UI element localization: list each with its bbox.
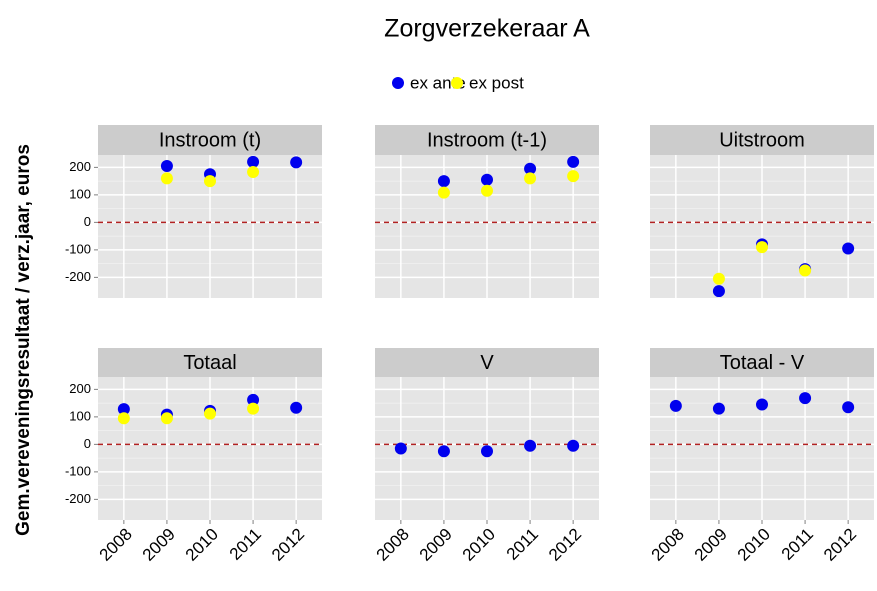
data-point — [842, 401, 855, 414]
data-point — [160, 172, 173, 185]
x-tick-label: 2012 — [268, 525, 308, 565]
data-point — [247, 166, 260, 179]
data-point — [756, 241, 768, 254]
y-tick-label: -200 — [65, 269, 91, 284]
data-point — [524, 439, 537, 452]
x-tick-label: 2010 — [182, 525, 222, 565]
data-point — [160, 412, 173, 425]
data-point — [247, 393, 260, 406]
data-point — [567, 439, 580, 452]
x-tick-label: 2012 — [820, 525, 860, 565]
data-point — [437, 445, 450, 458]
facet-title: Instroom (t-1) — [427, 129, 547, 151]
data-point — [712, 402, 725, 415]
facet-title: Instroom (t) — [159, 129, 261, 151]
x-tick-label: 2008 — [648, 525, 688, 565]
x-tick-label: 2011 — [778, 525, 817, 564]
data-point — [712, 285, 725, 298]
x-tick-label: 2008 — [96, 525, 136, 565]
data-point — [117, 412, 130, 425]
legend-label: ex post — [469, 73, 524, 92]
x-tick-label: 2010 — [734, 525, 774, 565]
strip — [650, 348, 874, 377]
y-tick-label: 200 — [69, 159, 91, 174]
x-tick-label: 2011 — [503, 525, 542, 564]
x-tick-label: 2010 — [459, 525, 499, 565]
data-point — [160, 160, 173, 172]
legend-label: ex ante — [410, 73, 466, 92]
data-point — [204, 175, 216, 188]
data-point — [117, 403, 130, 416]
strip — [650, 125, 874, 155]
y-tick-label: 0 — [84, 214, 91, 229]
data-point — [567, 170, 580, 183]
y-tick-label: 100 — [69, 408, 91, 423]
data-point — [437, 175, 450, 188]
data-point — [481, 184, 493, 197]
x-tick-label: 2009 — [139, 525, 179, 565]
data-point — [524, 172, 537, 185]
strip — [375, 125, 599, 155]
y-tick-label: -100 — [65, 241, 91, 256]
data-point — [524, 162, 537, 175]
y-tick-label: 200 — [69, 381, 91, 396]
data-point — [394, 442, 407, 455]
data-point — [290, 401, 303, 414]
y-tick-label: -200 — [65, 491, 91, 506]
data-point — [290, 156, 303, 169]
strip — [98, 125, 322, 155]
y-tick-label: 100 — [69, 186, 91, 201]
data-point — [481, 445, 493, 458]
data-point — [842, 242, 855, 255]
chart-title: Zorgverzekeraar A — [384, 15, 590, 43]
y-axis-label: Gem.vereveningsresultaat / verz.jaar, eu… — [13, 144, 34, 536]
data-point — [799, 392, 812, 405]
data-point — [247, 402, 260, 415]
data-point — [567, 155, 580, 168]
x-tick-label: 2008 — [373, 525, 413, 565]
facet-title: Totaal - V — [720, 352, 805, 374]
data-point — [481, 173, 493, 186]
data-point — [437, 186, 450, 199]
data-point — [799, 264, 812, 277]
y-tick-label: 0 — [84, 436, 91, 451]
facet-title: V — [480, 352, 494, 374]
x-tick-label: 2011 — [226, 525, 265, 564]
x-tick-label: 2009 — [691, 525, 731, 565]
data-point — [204, 407, 216, 420]
legend-marker — [392, 77, 404, 89]
x-tick-label: 2012 — [545, 525, 585, 565]
data-point — [669, 399, 682, 412]
data-point — [712, 272, 725, 285]
facet-title: Totaal — [183, 352, 236, 374]
legend-marker — [451, 77, 463, 89]
strip — [375, 348, 599, 377]
data-point — [247, 155, 260, 168]
facet-title: Uitstroom — [719, 129, 805, 151]
data-point — [756, 398, 768, 411]
strip — [98, 348, 322, 377]
x-tick-label: 2009 — [416, 525, 456, 565]
y-tick-label: -100 — [65, 463, 91, 478]
